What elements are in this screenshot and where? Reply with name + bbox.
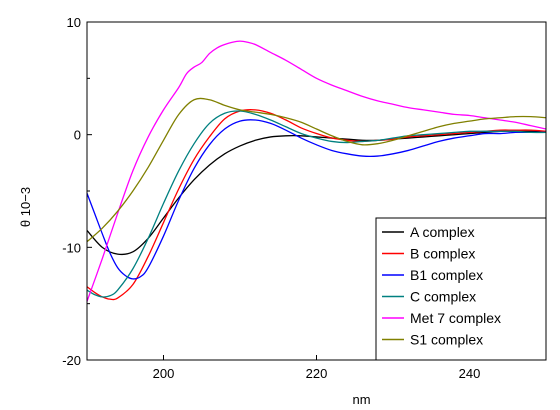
x-tick-label: 220 [306,366,328,381]
y-tick-label: 10 [67,15,81,30]
legend-label: C complex [410,289,476,305]
legend-label: S1 complex [410,332,483,348]
x-tick-label: 200 [153,366,175,381]
legend-label: Met 7 complex [410,310,501,326]
x-axis-title: nm [352,392,370,407]
x-tick-label: 240 [459,366,481,381]
legend-label: B1 complex [410,267,483,283]
y-tick-label: -10 [62,240,81,255]
y-tick-label: 0 [74,128,81,143]
y-axis-title: θ 10−3 [18,187,33,227]
y-tick-label: -20 [62,353,81,368]
legend-label: B complex [410,246,475,262]
legend-label: A complex [410,224,475,240]
legend: A complex B complex B1 complex C complex Met… [376,218,546,360]
